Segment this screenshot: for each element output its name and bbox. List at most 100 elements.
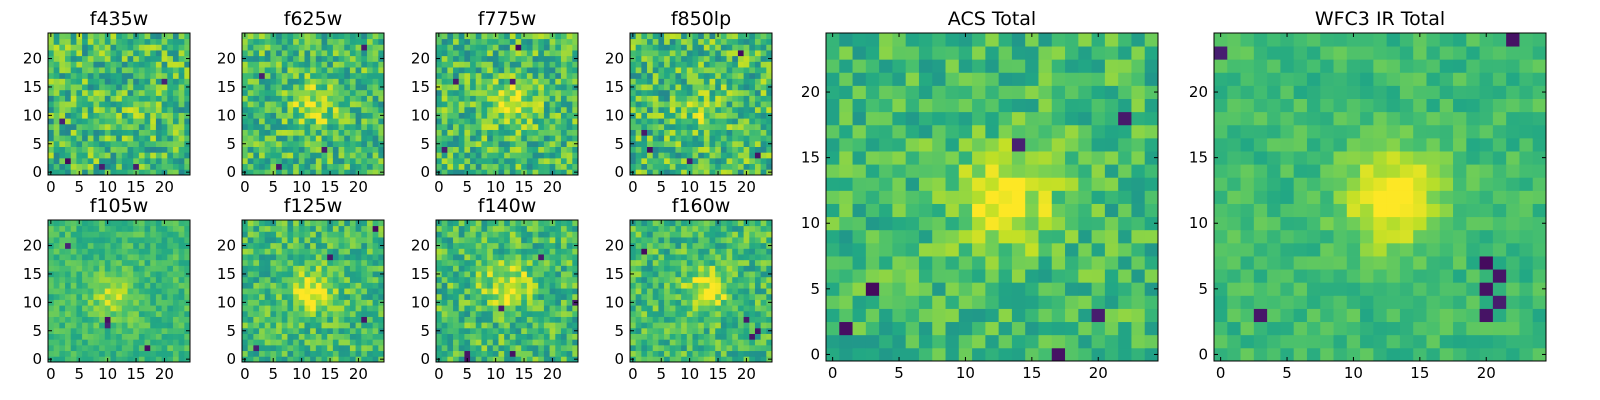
heatmap-cell (150, 33, 157, 40)
heatmap-cell (760, 67, 767, 74)
heatmap-cell (327, 225, 334, 232)
heatmap-cell (321, 89, 328, 96)
heatmap-cell (647, 310, 654, 317)
heatmap-cell (144, 67, 151, 74)
heatmap-cell (259, 254, 266, 261)
heatmap-cell (167, 123, 174, 130)
heatmap-cell (344, 129, 351, 136)
heatmap-cell (647, 89, 654, 96)
heatmap-cell (344, 72, 351, 79)
heatmap-cell (327, 135, 334, 142)
heatmap-cell (543, 237, 550, 244)
heatmap-cell (59, 259, 66, 266)
heatmap-cell (532, 288, 539, 295)
heatmap-cell (116, 157, 123, 165)
heatmap-cell (549, 242, 556, 249)
heatmap-cell (532, 78, 539, 85)
heatmap-cell (293, 55, 300, 62)
heatmap-cell (93, 89, 100, 96)
heatmap-cell (121, 316, 128, 323)
heatmap-cell (509, 84, 516, 91)
heatmap-cell (361, 242, 368, 249)
heatmap-cell (144, 293, 151, 300)
heatmap-cell (441, 333, 448, 340)
heatmap-cell (538, 84, 545, 91)
heatmap-cell (144, 248, 151, 255)
heatmap-cell (361, 135, 368, 142)
heatmap-cell (709, 163, 716, 170)
heatmap-cell (498, 135, 505, 142)
heatmap-cell (304, 248, 311, 255)
heatmap-cell (349, 231, 356, 238)
heatmap-cell (327, 152, 334, 159)
heatmap-cell (754, 135, 762, 142)
heatmap-cell (487, 333, 494, 340)
heatmap-cell (178, 310, 185, 317)
heatmap-cell (247, 322, 254, 329)
heatmap-cell (178, 271, 185, 278)
heatmap-cell (104, 67, 111, 74)
heatmap-cell (138, 135, 145, 142)
heatmap-cell (93, 95, 100, 102)
heatmap-cell (110, 106, 117, 113)
heatmap-cell (521, 123, 528, 130)
heatmap-cell (726, 129, 733, 136)
heatmap-cell (560, 231, 568, 238)
heatmap-cell (447, 344, 454, 352)
heatmap-cell (298, 231, 305, 238)
heatmap-cell (104, 157, 111, 165)
heatmap-cell (630, 310, 637, 317)
heatmap-cell (726, 316, 733, 323)
heatmap-cell (492, 72, 499, 79)
heatmap-cell (310, 146, 317, 153)
heatmap-cell (378, 95, 385, 102)
heatmap-cell (247, 276, 254, 283)
heatmap-cell (572, 310, 579, 317)
heatmap-cell (498, 112, 505, 119)
heatmap-cell (515, 106, 522, 113)
heatmap-cell (344, 157, 351, 165)
heatmap-cell (504, 305, 511, 312)
heatmap-cell (310, 356, 317, 363)
heatmap-cell (732, 112, 739, 119)
heatmap-cell (332, 106, 339, 113)
heatmap-cell (338, 78, 345, 85)
heatmap-cell (167, 118, 174, 125)
heatmap-cell (70, 140, 77, 147)
heatmap-cell (720, 44, 727, 51)
heatmap-cell (560, 61, 568, 68)
heatmap-cell (121, 231, 128, 238)
heatmap-cell (355, 129, 362, 136)
heatmap-cell (458, 44, 465, 51)
heatmap-cell (99, 344, 106, 352)
heatmap-cell (276, 333, 283, 340)
heatmap-cell (110, 225, 117, 232)
heatmap-cell (338, 163, 345, 170)
heatmap-cell (315, 237, 322, 244)
heatmap-cell (447, 157, 454, 165)
heatmap-cell (504, 271, 511, 278)
heatmap-cell (242, 89, 249, 96)
heatmap-cell (327, 106, 334, 113)
heatmap-cell (647, 101, 654, 108)
heatmap-cell (447, 316, 454, 323)
heatmap-cell (737, 55, 744, 62)
x-tick-label: 10 (486, 365, 505, 383)
heatmap-cell (372, 356, 379, 363)
heatmap-cell (287, 95, 294, 102)
heatmap-cell (310, 225, 317, 232)
heatmap-cell (737, 38, 744, 45)
heatmap-cell (464, 78, 471, 85)
heatmap-cell (720, 72, 727, 79)
heatmap-cell (372, 84, 379, 91)
heatmap-cell (65, 344, 72, 352)
heatmap-cell (144, 271, 151, 278)
heatmap-cell (732, 305, 739, 312)
heatmap-cell (355, 293, 362, 300)
heatmap-cell (116, 50, 123, 57)
heatmap-cell (287, 344, 294, 352)
heatmap-cell (372, 55, 379, 62)
heatmap-cell (481, 146, 488, 153)
heatmap-cell (298, 67, 305, 74)
heatmap-cell (504, 50, 511, 57)
